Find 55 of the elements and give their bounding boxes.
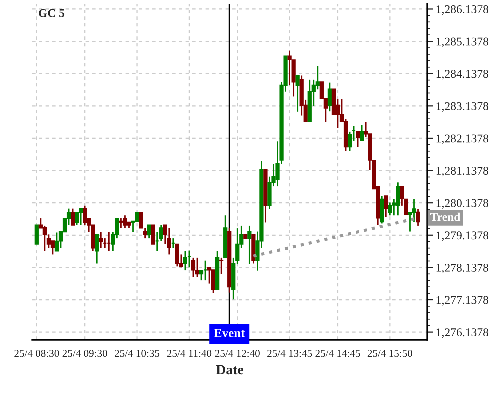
y-tick-label: 1,285.1378	[436, 38, 489, 48]
candlestick	[412, 198, 416, 223]
series-label: Trend	[430, 212, 461, 222]
x-tick-label: 25/4 15:50	[368, 350, 412, 358]
candlestick	[34, 224, 39, 245]
x-tick-label: 25/4 12:40	[215, 350, 260, 358]
y-tick-label: 1,284.1378	[436, 70, 489, 80]
y-tick-label: 1,278.1378	[436, 264, 489, 274]
candlestick	[99, 231, 104, 249]
y-tick-label: 1,276.1378	[436, 328, 489, 338]
annotation: Event	[214, 329, 246, 338]
y-tick-label: 1,279.1378	[436, 232, 489, 242]
y-tick-label: 1,283.1378	[436, 102, 489, 112]
candlestick	[328, 82, 332, 112]
y-tick-label: 1,277.1378	[436, 296, 489, 306]
candlestick	[388, 202, 392, 216]
candlestick	[288, 50, 292, 86]
candlestick	[83, 205, 88, 226]
y-tick-label: 1,282.1378	[436, 134, 489, 144]
candlestick	[220, 257, 224, 275]
candlestick	[356, 131, 360, 148]
x-tick-label: 25/4 10:35	[115, 350, 160, 358]
candlestick	[95, 234, 100, 264]
chart-title: GC 5	[39, 9, 65, 18]
candlestick	[191, 257, 196, 278]
x-tick-label: 25/4 13:45	[268, 350, 312, 358]
y-tick-label: 1,286.1378	[436, 5, 489, 16]
candlestick	[42, 225, 48, 252]
x-tick-label: 25/4 09:30	[62, 350, 108, 358]
y-tick-label: 1,281.1378	[436, 167, 489, 177]
x-tick-label: 25/4 11:40	[167, 350, 212, 358]
candlestick	[211, 270, 216, 294]
candlestick	[54, 232, 60, 252]
candlestick	[175, 244, 180, 268]
candlestick	[167, 228, 172, 256]
x-tick-label: 25/4 08:30	[14, 350, 60, 358]
candlestick	[123, 214, 128, 229]
y-tick-label: 1,280.1378	[436, 199, 489, 209]
candlestick	[183, 250, 188, 272]
candlestick	[384, 196, 388, 218]
x-tick-label: 25/4 14:45	[316, 350, 360, 358]
candlestick	[119, 218, 124, 229]
candlestick	[195, 257, 200, 278]
candlestick	[75, 212, 80, 226]
candlestick	[79, 208, 84, 226]
candlestick	[360, 124, 364, 142]
candlestick	[147, 224, 152, 240]
candlestick	[248, 225, 252, 266]
candlestick	[296, 75, 300, 113]
candlestick	[151, 224, 156, 245]
candlestick	[70, 208, 76, 226]
candlestick	[416, 208, 420, 227]
x-axis-title: Date	[216, 365, 244, 375]
candlestick	[380, 196, 384, 224]
candlestick	[396, 182, 400, 216]
